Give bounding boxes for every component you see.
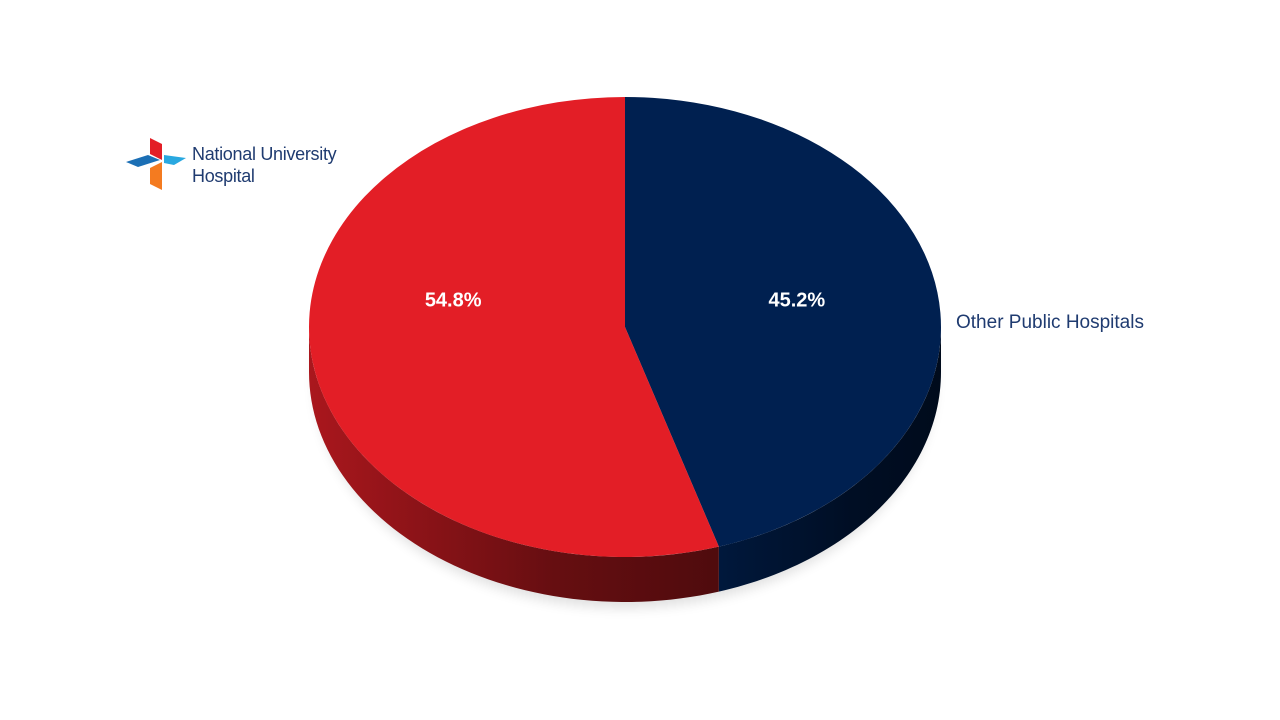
category-label: Other Public Hospitals	[956, 312, 1144, 333]
category-label: National University Hospital	[192, 144, 337, 186]
data-label: 54.8%	[425, 289, 482, 311]
logo-icon	[126, 138, 186, 190]
slice	[625, 97, 941, 547]
slice-side	[309, 327, 719, 602]
data-label: 45.2%	[768, 289, 825, 311]
slice-side	[718, 327, 941, 592]
slice	[309, 97, 719, 557]
